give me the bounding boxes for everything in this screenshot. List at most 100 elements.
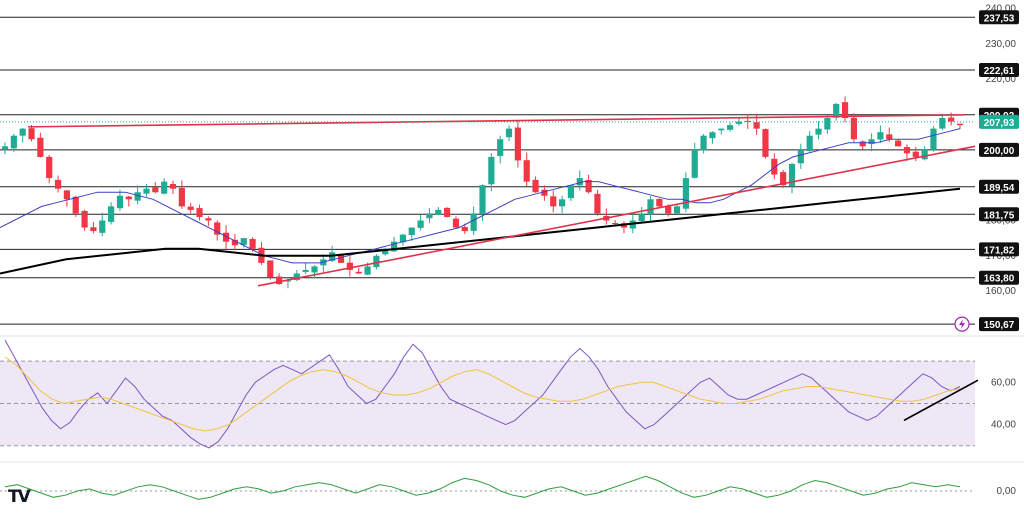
candle[interactable] [567, 185, 575, 199]
rsi-line[interactable] [4, 339, 961, 449]
candle[interactable] [364, 266, 371, 275]
candle[interactable] [877, 132, 884, 140]
candle[interactable] [585, 179, 592, 193]
candle[interactable] [19, 128, 26, 136]
candle[interactable] [81, 211, 88, 228]
candle[interactable] [435, 209, 442, 215]
candle[interactable] [90, 227, 97, 232]
candle[interactable] [178, 187, 185, 207]
candle[interactable] [399, 234, 407, 243]
candle[interactable] [54, 179, 62, 189]
candle[interactable] [488, 156, 495, 185]
candle[interactable] [638, 213, 645, 222]
candle[interactable] [479, 185, 486, 214]
candle[interactable] [797, 149, 804, 164]
candle[interactable] [311, 266, 318, 273]
candle[interactable] [99, 220, 106, 233]
candle[interactable] [550, 196, 557, 207]
candle[interactable] [10, 135, 17, 149]
candle[interactable] [337, 254, 345, 263]
candle[interactable] [152, 187, 159, 193]
candle[interactable] [125, 196, 132, 200]
candle[interactable] [903, 147, 911, 154]
candle[interactable] [558, 199, 566, 207]
rsi-ma-line[interactable] [4, 356, 961, 432]
candle[interactable] [523, 160, 530, 182]
candle[interactable] [470, 213, 477, 231]
lightning-icon[interactable] [954, 316, 970, 332]
candle[interactable] [895, 140, 902, 147]
candle[interactable] [541, 189, 548, 196]
candle[interactable] [284, 280, 292, 282]
candle[interactable] [169, 184, 177, 189]
rsi-trendline[interactable] [903, 379, 979, 422]
candle[interactable] [161, 181, 168, 194]
candle[interactable] [718, 128, 725, 131]
candle[interactable] [780, 172, 787, 186]
candle[interactable] [187, 206, 194, 210]
candle[interactable] [859, 141, 866, 147]
candle[interactable] [116, 195, 124, 209]
candle[interactable] [930, 128, 937, 150]
candle[interactable] [788, 163, 796, 187]
oscillator-line[interactable] [4, 475, 961, 500]
candle[interactable] [505, 128, 513, 138]
candle[interactable] [444, 207, 451, 217]
candle[interactable] [452, 218, 460, 228]
candle[interactable] [72, 196, 79, 214]
candle[interactable] [276, 276, 283, 285]
candle[interactable] [37, 137, 44, 157]
candle[interactable] [806, 135, 813, 152]
candle[interactable] [143, 188, 150, 194]
candle[interactable] [346, 262, 353, 270]
candle[interactable] [921, 149, 928, 160]
candle[interactable] [647, 199, 654, 215]
candle[interactable] [841, 102, 849, 119]
candle[interactable] [594, 193, 601, 214]
candle[interactable] [497, 139, 504, 156]
candle[interactable] [833, 103, 840, 118]
trendline[interactable] [257, 145, 976, 287]
candle[interactable] [753, 122, 760, 129]
candle[interactable] [205, 218, 212, 221]
candle[interactable] [134, 192, 141, 201]
candle[interactable] [948, 117, 955, 122]
candle[interactable] [426, 213, 433, 219]
candle[interactable] [461, 227, 468, 232]
candle[interactable] [576, 178, 583, 186]
candle[interactable] [762, 129, 769, 157]
candle[interactable] [532, 179, 539, 193]
candle[interactable] [231, 239, 239, 246]
candle[interactable] [726, 125, 734, 130]
candle[interactable] [700, 135, 707, 151]
candle[interactable] [373, 255, 380, 268]
candle[interactable] [249, 238, 256, 249]
candle[interactable] [665, 206, 672, 214]
candle[interactable] [108, 206, 115, 222]
candle[interactable] [956, 123, 964, 126]
candle[interactable] [824, 118, 831, 130]
candle[interactable] [850, 117, 857, 140]
candle[interactable] [417, 220, 424, 228]
candle[interactable] [302, 269, 309, 272]
candle[interactable] [691, 149, 698, 178]
ma50-line[interactable] [0, 128, 961, 264]
candle[interactable] [390, 241, 398, 252]
candle[interactable] [656, 198, 663, 207]
candle[interactable] [868, 139, 875, 145]
candle[interactable] [886, 134, 893, 140]
candle[interactable] [673, 206, 681, 214]
candle[interactable] [682, 178, 689, 209]
candle[interactable] [709, 132, 716, 139]
candle[interactable] [815, 128, 822, 135]
tradingview-logo[interactable]: TV [8, 487, 31, 507]
candle[interactable] [939, 118, 946, 129]
candle[interactable] [240, 238, 247, 245]
candle[interactable] [28, 128, 35, 140]
candle[interactable] [514, 127, 521, 161]
candle[interactable] [735, 121, 743, 124]
candle[interactable] [408, 227, 415, 236]
candle[interactable] [46, 156, 53, 179]
candle[interactable] [382, 248, 389, 255]
candle[interactable] [293, 273, 300, 281]
